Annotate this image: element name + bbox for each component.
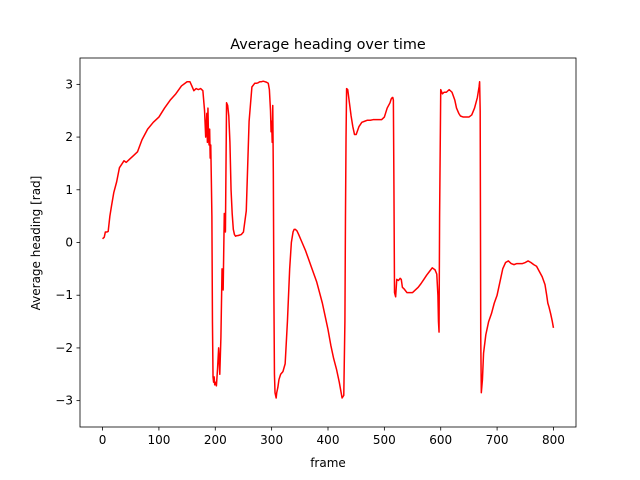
x-tick-label-200: 200 [204, 433, 227, 447]
x-tick-label-800: 800 [542, 433, 565, 447]
x-tick-label-100: 100 [147, 433, 170, 447]
x-tick-label-500: 500 [373, 433, 396, 447]
y-tick-label-3: 3 [65, 77, 73, 91]
y-tick-label-0: 0 [65, 236, 73, 250]
y-tick-label--2: −2 [55, 341, 73, 355]
y-tick-label-1: 1 [65, 183, 73, 197]
plot-area: 0 100 200 300 400 500 600 700 800 −3 −2 −1 0 1 2 3 [55, 57, 577, 447]
y-tick-label--3: −3 [55, 394, 73, 408]
axes-frame [79, 57, 577, 428]
chart-title: Average heading over time [230, 37, 426, 53]
x-tick-label-700: 700 [486, 433, 509, 447]
x-tick-label-300: 300 [260, 433, 283, 447]
x-axis-label: frame [310, 456, 346, 470]
x-tick-label-400: 400 [317, 433, 340, 447]
y-tick-label-2: 2 [65, 130, 73, 144]
y-tick-label--1: −1 [55, 288, 73, 302]
y-axis-label: Average heading [rad] [29, 176, 43, 311]
series-line-0 [102, 80, 555, 399]
x-tick-label-600: 600 [429, 433, 452, 447]
x-tick-label-0: 0 [99, 433, 107, 447]
